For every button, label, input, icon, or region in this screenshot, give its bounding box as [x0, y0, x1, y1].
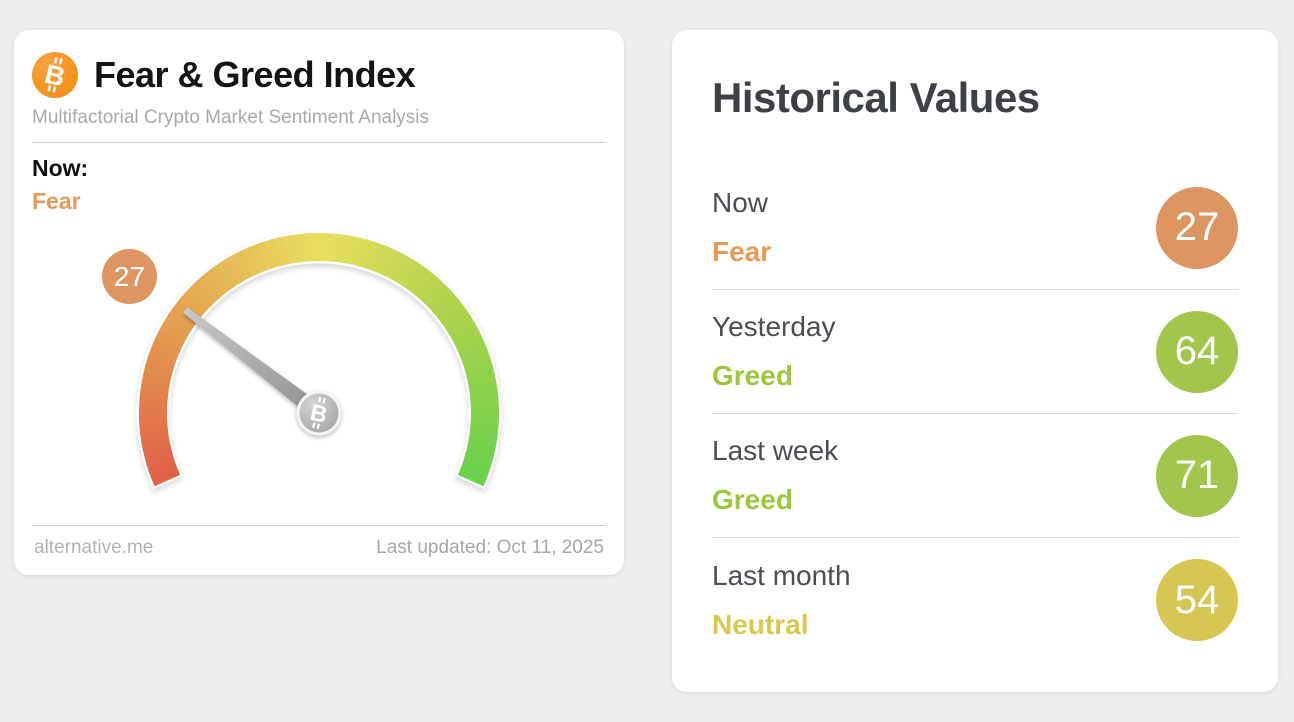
gauge-value-badge: 27: [102, 249, 157, 305]
row-period-label: Last month: [712, 559, 851, 591]
now-label: Now:: [32, 155, 89, 181]
header-divider: [32, 142, 606, 143]
widget-header: B Fear & Greed Index: [32, 52, 606, 98]
widget-title: Fear & Greed Index: [94, 54, 416, 96]
bitcoin-icon: B: [32, 52, 78, 98]
historical-row-last-week: Last week Greed 71: [712, 414, 1238, 539]
row-value-badge: 71: [1156, 434, 1238, 517]
svg-text:B: B: [308, 399, 330, 428]
fear-greed-widget-card: B Fear & Greed Index Multifactorial Cryp…: [14, 30, 624, 575]
gauge-hub-bitcoin-icon: B: [296, 390, 342, 436]
historical-title: Historical Values: [712, 74, 1040, 121]
row-text: Last week Greed: [712, 435, 838, 516]
row-classification: Neutral: [712, 608, 809, 640]
gauge-svg: B: [136, 230, 502, 490]
historical-row-now: Now Fear 27: [712, 166, 1238, 291]
row-period-label: Now: [712, 187, 769, 219]
alternative-me-link[interactable]: alternative.me: [34, 537, 154, 558]
row-text: Last month Neutral: [712, 560, 851, 641]
historical-row-yesterday: Yesterday Greed 64: [712, 290, 1238, 415]
historical-values-card: Historical Values Now Fear 27 Yesterday …: [672, 30, 1278, 692]
gauge-arc: [136, 230, 502, 490]
row-text: Yesterday Greed: [712, 311, 836, 392]
row-classification: Greed: [712, 484, 793, 516]
footer-divider: [32, 525, 606, 526]
row-classification: Fear: [712, 236, 772, 268]
widget-footer: alternative.me Last updated: Oct 11, 202…: [32, 526, 606, 561]
row-period-label: Yesterday: [712, 311, 836, 343]
gauge: 27 B: [32, 217, 606, 525]
row-value-badge: 27: [1156, 186, 1238, 269]
widget-subtitle: Multifactorial Crypto Market Sentiment A…: [32, 107, 430, 128]
row-classification: Greed: [712, 360, 793, 392]
row-period-label: Last week: [712, 435, 839, 467]
gauge-value: 27: [113, 260, 146, 292]
now-classification: Fear: [32, 187, 81, 214]
historical-row-last-month: Last month Neutral 54: [712, 538, 1238, 662]
row-value-badge: 64: [1156, 310, 1238, 393]
last-updated-text: Last updated: Oct 11, 2025: [376, 537, 604, 558]
historical-rows: Now Fear 27 Yesterday Greed 64 Last week…: [712, 166, 1238, 662]
row-text: Now Fear: [712, 187, 771, 268]
row-value-badge: 54: [1156, 559, 1238, 642]
